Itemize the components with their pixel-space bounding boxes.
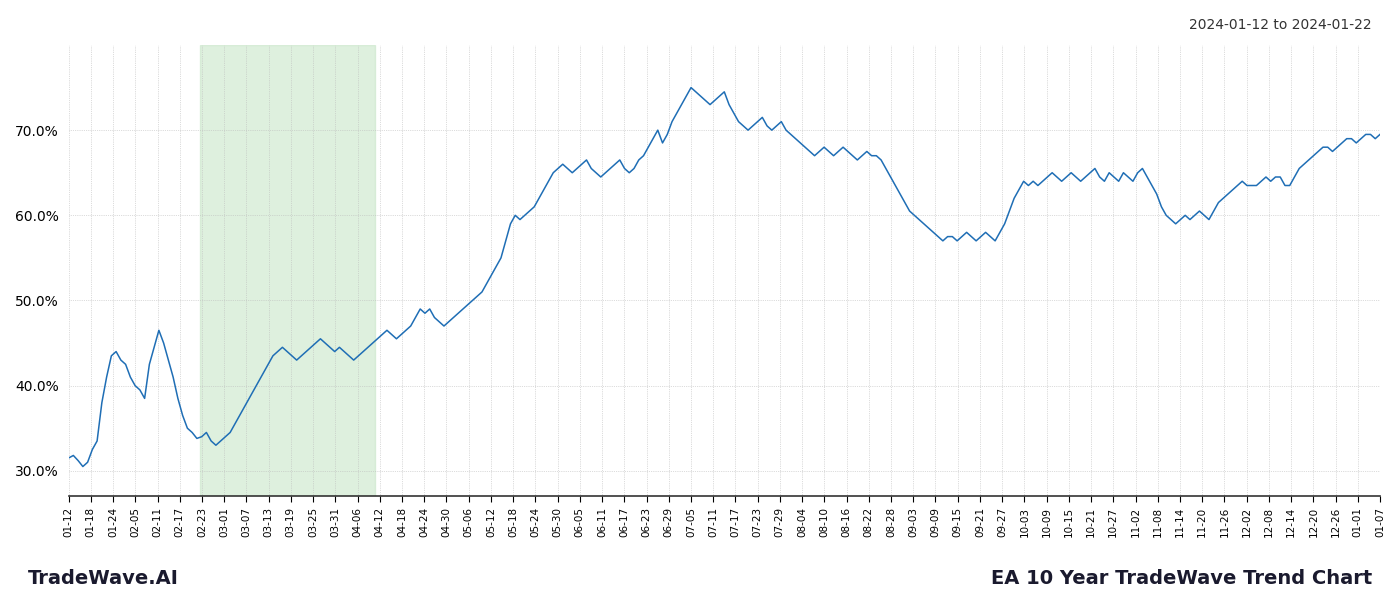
Text: 2024-01-12 to 2024-01-22: 2024-01-12 to 2024-01-22 [1190, 18, 1372, 32]
Text: EA 10 Year TradeWave Trend Chart: EA 10 Year TradeWave Trend Chart [991, 569, 1372, 588]
Text: TradeWave.AI: TradeWave.AI [28, 569, 179, 588]
Bar [200, 45, 375, 496]
